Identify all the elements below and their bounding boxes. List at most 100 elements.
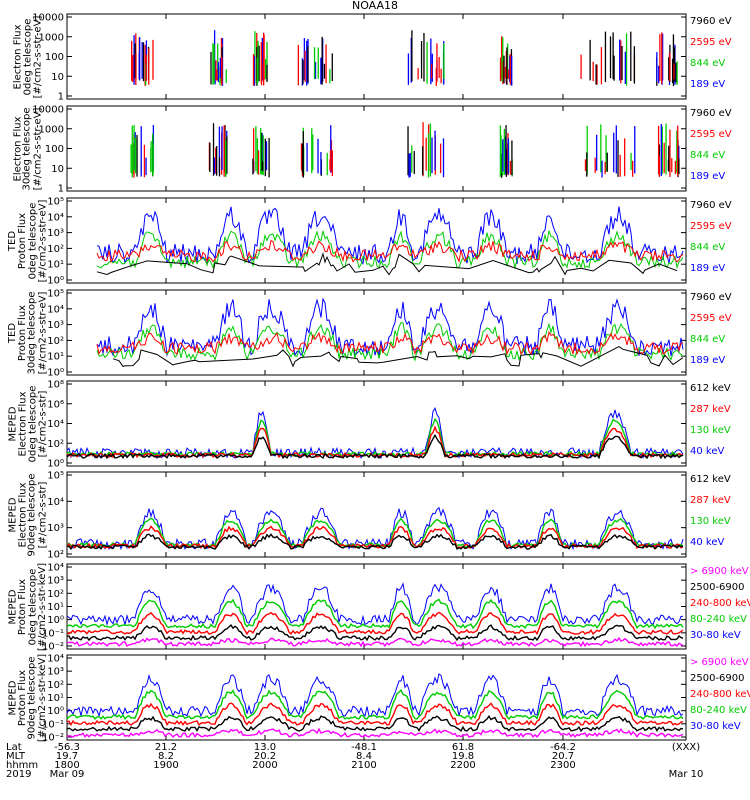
- ytick-label: 1: [58, 184, 64, 195]
- plot-frame: [66, 105, 687, 192]
- panel-1-legend: 7960 eV 2595 eV 844 eV 189 eV: [690, 13, 750, 100]
- footer-date: [136, 771, 196, 780]
- panel-4-plot: 10⁵ 10⁴ 10³ 10² 10¹ 10⁰: [47, 289, 687, 379]
- footer-column: (XXX) Mar 10: [656, 742, 716, 780]
- footer-hhmm: 2300: [550, 760, 576, 771]
- data-trace: [66, 533, 684, 551]
- panel-3: TED Proton Flux 0deg telescope [#/cm2-s-str…: [0, 197, 750, 287]
- legend-entry: 612 keV: [690, 383, 731, 394]
- ytick-label: 10000: [32, 105, 64, 116]
- legend-entry: 130 keV: [690, 425, 731, 436]
- ytick-label: 100: [45, 52, 64, 63]
- data-trace: [66, 624, 684, 642]
- panel-8-legend: > 6900 keV 2500-6900 240-800 keV 80-240 keV…: [690, 654, 750, 741]
- ytick-label: 10⁻¹: [42, 719, 64, 730]
- data-trace: [96, 322, 684, 362]
- data-trace: [66, 611, 684, 636]
- ytick-label: 10⁴: [47, 563, 64, 574]
- legend-entry: 844 eV: [690, 58, 726, 69]
- legend-entry: 2595 eV: [690, 129, 732, 140]
- data-trace: [96, 206, 684, 265]
- data-trace: [66, 727, 684, 739]
- ytick-label: 10¹: [47, 260, 64, 271]
- footer-label-lat: Lat: [6, 742, 22, 753]
- ytick-label: 10000: [32, 13, 64, 24]
- legend-entry: 2500-6900: [690, 582, 745, 593]
- panel-7-plot: 10⁴ 10³ 10² 10¹ 10⁰ 10⁻¹ 10⁻²: [42, 563, 687, 653]
- footer-hhmm: 2000: [252, 760, 278, 771]
- data-trace: [66, 582, 684, 627]
- data-trace: [96, 252, 678, 276]
- footer-column: 61.8 19.8 2200: [433, 743, 493, 780]
- data-trace: [112, 346, 684, 368]
- data-trace: [66, 433, 684, 460]
- legend-entry: > 6900 keV: [690, 657, 749, 668]
- ytick-label: 10¹: [47, 352, 64, 363]
- footer-date: [433, 771, 493, 780]
- data-trace: [66, 636, 684, 648]
- ytick-label: 10³: [47, 228, 64, 239]
- panel-1-plot: 10000 1000 100 10 1: [32, 13, 687, 103]
- ytick-label: 10: [51, 164, 64, 175]
- ytick-label: 10⁻²: [42, 733, 64, 744]
- footer-label-hhmm: hhmm: [6, 760, 39, 771]
- footer-column: 21.2 8.2 1900: [136, 743, 196, 780]
- ytick-label: 10⁴: [47, 497, 64, 508]
- ytick-label: 10³: [47, 667, 64, 678]
- legend-entry: 287 keV: [690, 404, 731, 415]
- plot-frame: [66, 471, 687, 558]
- data-trace: [96, 239, 684, 264]
- ytick-label: 10²: [47, 244, 64, 255]
- ytick-label: 10³: [47, 320, 64, 331]
- footer-column: -56.3 19.7 1800 Mar 09: [37, 742, 97, 780]
- footer-date: [235, 771, 295, 780]
- legend-entry: 30-80 keV: [690, 721, 741, 732]
- plot-frame: [66, 13, 687, 100]
- legend-entry: 240-800 keV: [690, 689, 750, 700]
- data-trace: [96, 330, 684, 356]
- ytick-label: 10²: [47, 680, 64, 691]
- panel-3-plot: 10⁵ 10⁴ 10³ 10² 10¹ 10⁰: [47, 197, 687, 287]
- footer-hhmm: 2200: [450, 760, 476, 771]
- legend-entry: 7960 eV: [690, 292, 732, 303]
- panel-5-legend: 612 keV 287 keV 130 keV 40 keV: [690, 380, 750, 467]
- ytick-label: 10: [51, 72, 64, 83]
- footer-lat: -48.1: [351, 742, 377, 753]
- data-trace: [66, 506, 684, 551]
- data-trace: [66, 715, 684, 733]
- ytick-label: 10²: [47, 589, 64, 600]
- legend-entry: > 6900 keV: [690, 566, 749, 577]
- panel-2-legend: 7960 eV 2595 eV 844 eV 189 eV: [690, 105, 750, 192]
- plot-frame: [66, 289, 687, 376]
- footer-lat: (XXX): [671, 742, 701, 753]
- legend-entry: 189 eV: [690, 79, 726, 90]
- footer-hhmm: 1800: [54, 760, 80, 771]
- legend-entry: 612 keV: [690, 474, 731, 485]
- ytick-label: 10⁵: [47, 289, 64, 300]
- panel-8: MEPED Proton Flux 90deg telescope [#/cm2-s-…: [0, 653, 750, 744]
- footer-lat: -56.3: [54, 742, 80, 753]
- legend-entry: 2595 eV: [690, 37, 732, 48]
- ytick-label: 10⁻¹: [42, 628, 64, 639]
- legend-entry: 2595 eV: [690, 313, 732, 324]
- legend-entry: 844 eV: [690, 334, 726, 345]
- ytick-label: 10³: [47, 523, 64, 534]
- footer-mlt: 19.8: [451, 751, 475, 762]
- panel-8-plot: 10⁴ 10³ 10² 10¹ 10⁰ 10⁻¹ 10⁻²: [42, 654, 687, 744]
- ytick-label: 10⁴: [47, 304, 64, 315]
- legend-entry: 189 eV: [690, 263, 726, 274]
- panel-7-legend: > 6900 keV 2500-6900 240-800 keV 80-240 keV…: [690, 563, 750, 650]
- figure-title: NOAA18: [351, 0, 399, 12]
- legend-entry: 240-800 keV: [690, 598, 750, 609]
- ytick-label: 10⁰: [47, 368, 64, 379]
- panel-7: MEPED Proton Flux 0deg telescope [#/cm2-s-s…: [0, 562, 750, 653]
- ytick-label: 10²: [47, 550, 64, 561]
- ytick-label: 10⁰: [47, 706, 64, 717]
- data-trace: [96, 230, 684, 270]
- panel-4: TED Proton Flux 30deg telescope [#/cm2-s-st…: [0, 289, 750, 379]
- footer-column: -48.1 8.4 2100: [334, 742, 394, 780]
- legend-entry: 130 keV: [690, 516, 731, 527]
- panel-5-plot: 10⁸ 10⁶ 10⁴ 10² 10⁰: [47, 380, 687, 470]
- legend-entry: 844 eV: [690, 150, 726, 161]
